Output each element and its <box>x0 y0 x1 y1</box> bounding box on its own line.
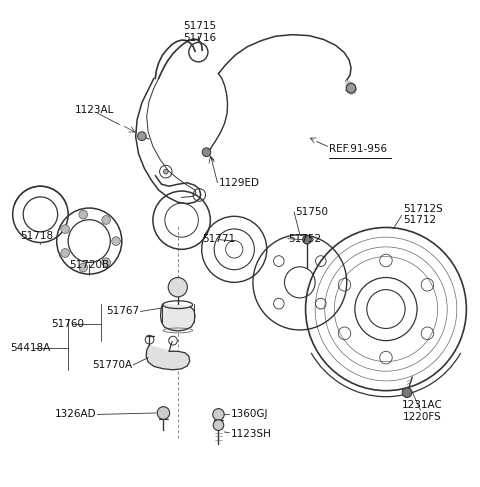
Circle shape <box>61 225 70 234</box>
Text: 51750: 51750 <box>295 207 328 217</box>
Circle shape <box>402 388 412 397</box>
Circle shape <box>213 420 224 431</box>
Circle shape <box>102 258 110 266</box>
Text: 51718: 51718 <box>20 231 53 241</box>
Circle shape <box>213 409 224 420</box>
Circle shape <box>157 407 169 419</box>
Text: 1360GJ: 1360GJ <box>230 410 268 419</box>
Text: 1231AC
1220FS: 1231AC 1220FS <box>401 400 442 422</box>
Text: 51760: 51760 <box>51 318 84 329</box>
Text: 51715
51716: 51715 51716 <box>183 21 216 43</box>
Circle shape <box>102 216 110 225</box>
Circle shape <box>202 148 211 157</box>
Circle shape <box>163 169 168 174</box>
Text: 54418A: 54418A <box>10 343 50 353</box>
Text: REF.91-956: REF.91-956 <box>328 144 387 154</box>
Text: 51767: 51767 <box>107 306 140 317</box>
Text: 51770A: 51770A <box>92 360 132 370</box>
Text: 51752: 51752 <box>288 234 321 244</box>
Text: 1123AL: 1123AL <box>74 105 114 115</box>
Text: 51771: 51771 <box>202 234 235 244</box>
Circle shape <box>346 83 356 93</box>
Circle shape <box>112 237 120 245</box>
Text: 1129ED: 1129ED <box>218 178 260 188</box>
Text: 1326AD: 1326AD <box>55 410 96 419</box>
Polygon shape <box>346 81 356 94</box>
Circle shape <box>79 210 87 219</box>
Text: 1123SH: 1123SH <box>230 429 271 439</box>
Polygon shape <box>146 345 190 370</box>
Circle shape <box>303 235 312 244</box>
Circle shape <box>79 263 87 272</box>
Circle shape <box>168 278 187 297</box>
Text: 51712S
51712: 51712S 51712 <box>403 204 443 225</box>
Circle shape <box>138 132 146 141</box>
Circle shape <box>61 249 70 257</box>
Polygon shape <box>160 304 195 331</box>
Text: 51720B: 51720B <box>69 261 109 270</box>
